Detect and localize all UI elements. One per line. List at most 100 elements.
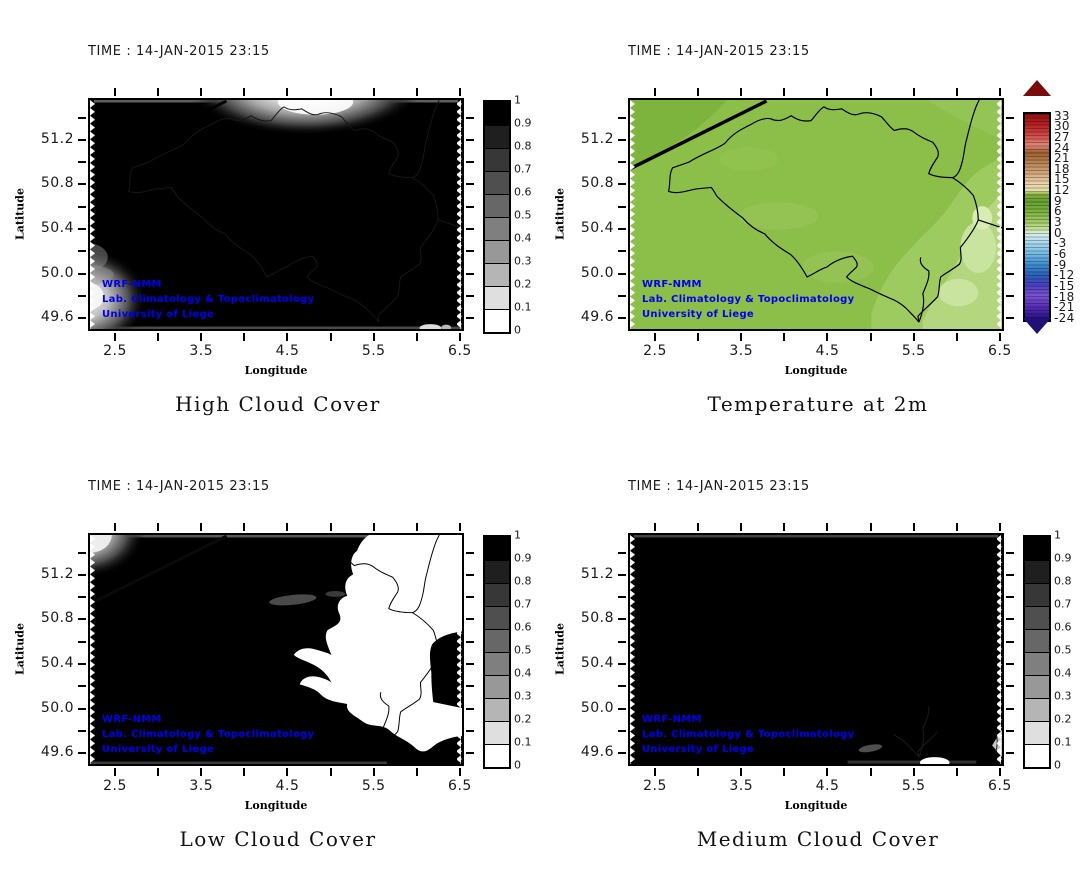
y-tick [466,272,474,275]
colorbar-segment [1025,583,1049,606]
x-tick-label: 4.5 [275,778,300,794]
x-tick [740,768,743,776]
x-tick [157,523,160,531]
x-tick [912,333,915,341]
model-watermark: WRF-NMM Lab. Climatology & Topoclimatolo… [102,712,314,757]
x-tick [697,523,700,531]
panel-title: High Cloud Cover [175,392,381,416]
panel-low-cloud-cover: TIME : 14-JAN-2015 23:15 Latitude [0,435,547,870]
y-tick-label: 50.4 [40,219,74,236]
colorbar-gradient [1025,114,1049,320]
y-tick [618,227,626,230]
colorbar-tick-label: 18 [1054,161,1070,176]
x-tick [200,768,203,776]
colorbar-tick-label: 0.3 [1054,689,1072,703]
colorbar-segment [1025,698,1049,721]
x-tick [653,88,656,96]
x-tick [329,333,332,341]
colorbar-tick-label: 0.4 [1054,666,1072,680]
y-tick [618,752,626,755]
x-tick [826,333,829,341]
y-tick [78,596,86,599]
y-tick-label: 50.0 [40,264,74,281]
y-tick-label: 51.2 [580,565,614,582]
colorbar-tick-label: 0.6 [514,620,532,634]
colorbar-tick-label: -21 [1054,300,1075,315]
y-tick [618,317,626,320]
time-label: TIME : 14-JAN-2015 23:15 [88,479,270,494]
y-tick [618,294,626,297]
y-tick-label: 50.8 [40,610,74,627]
colorbar-tick-label: 0.1 [1054,735,1072,749]
y-tick [1006,551,1014,554]
x-tick [653,333,656,341]
colorbar-segment [485,240,509,263]
low-cloud-map-image [90,535,462,764]
colorbar-tick-label: 15 [1054,172,1070,187]
x-tick-label: 3.5 [189,343,214,359]
colorbar-segment [485,560,509,583]
colorbar-tick-label: 0.5 [1054,643,1072,657]
cloud-colorbar [483,100,511,334]
y-tick-label: 49.6 [580,744,614,761]
colorbar-tick-label: 0.3 [514,689,532,703]
colorbar-tick-label: 1 [514,528,521,542]
colorbar-tick-label: 0.9 [514,551,532,565]
y-tick [618,272,626,275]
x-tick [998,333,1001,341]
y-tick [1006,685,1014,688]
colorbar-tick-label: 9 [1054,193,1062,208]
y-tick-label: 50.4 [580,219,614,236]
y-tick [1006,662,1014,665]
x-tick [998,768,1001,776]
colorbar-segment [485,744,509,767]
y-tick [78,250,86,253]
x-tick [372,768,375,776]
y-tick-label: 50.8 [580,610,614,627]
y-tick [618,573,626,576]
colorbar-tick-label: 0 [1054,225,1062,240]
x-tick-label: 3.5 [729,343,754,359]
watermark-model-name: WRF-NMM [642,714,702,725]
y-axis-title: Latitude [13,623,27,675]
colorbar-segment [485,675,509,698]
y-tick [78,729,86,732]
colorbar-tick-label: -24 [1054,311,1075,325]
y-tick [78,551,86,554]
panel-temperature-2m: TIME : 14-JAN-2015 23:15 Latitude [540,0,1087,435]
colorbar-segment [1025,744,1049,767]
y-tick [78,294,86,297]
x-tick-label: 3.5 [729,778,754,794]
y-tick-label: 51.2 [580,130,614,147]
colorbar-tick-label: 0.7 [514,597,532,611]
colorbar-tick-label: 1 [1054,528,1061,542]
x-tick [372,88,375,96]
x-tick-label: 6.5 [448,778,472,794]
map-high-cloud-cover: WRF-NMM Lab. Climatology & Topoclimatolo… [88,98,464,331]
x-tick [826,768,829,776]
x-tick [653,768,656,776]
colorbar-tick-label: 0.3 [514,254,532,268]
x-axis-title: Longitude [784,799,848,812]
y-tick [78,161,86,164]
y-tick [466,205,474,208]
y-tick [466,618,474,621]
y-tick [618,662,626,665]
y-tick-label: 50.4 [580,654,614,671]
x-tick-label: 5.5 [901,343,926,359]
y-tick [618,596,626,599]
x-tick [286,88,289,96]
map-medium-cloud-cover: WRF-NMM Lab. Climatology & Topoclimatolo… [628,533,1004,766]
x-tick [200,523,203,531]
y-tick [1006,707,1014,710]
colorbar-segment [485,125,509,148]
colorbar-tick-label: 0 [514,323,521,337]
x-tick [415,333,418,341]
watermark-lab-name: Lab. Climatology & Topoclimatology [102,294,315,305]
x-tick-label: 2.5 [103,778,127,794]
y-tick-label: 50.8 [40,175,74,192]
colorbar-tick-label: 0.2 [514,277,532,291]
colorbar-tick-label: 27 [1054,129,1070,144]
y-tick [78,618,86,621]
colorbar-tick-label: -6 [1054,247,1067,262]
